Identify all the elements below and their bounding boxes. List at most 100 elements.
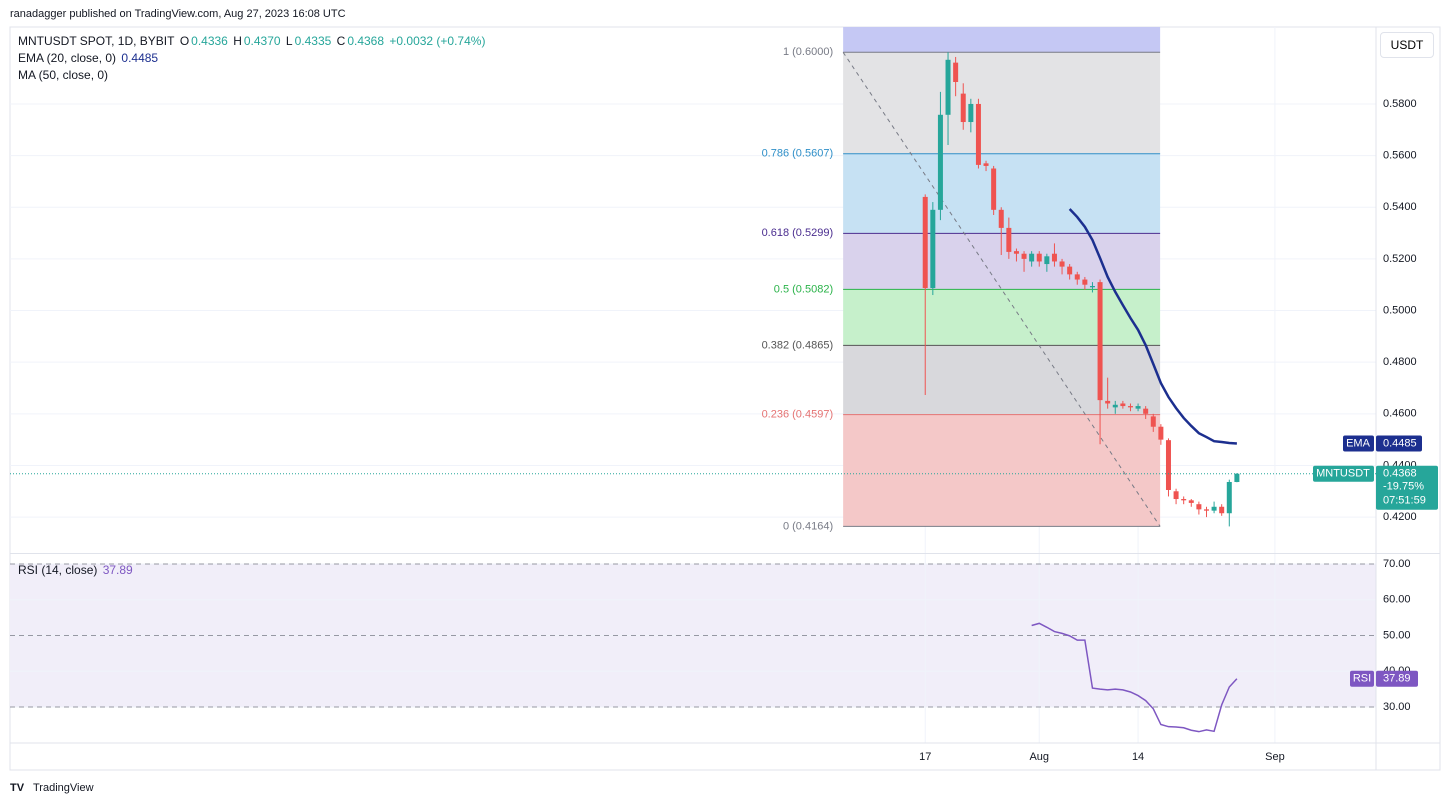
plot: 0.42000.44000.46000.48000.50000.52000.54… [10, 27, 1440, 770]
candle-body [1226, 481, 1232, 514]
candle-body [1082, 279, 1088, 285]
ohlc-value: 0.4370 [243, 34, 281, 48]
y-tick-label: 0.4600 [1383, 408, 1417, 420]
byline: ranadagger published on TradingView.com,… [10, 8, 346, 20]
ema-name: EMA (20, close, 0) [18, 51, 117, 65]
candle-body [1105, 400, 1111, 404]
rsi-tag [1350, 670, 1374, 687]
ohlc-value: 0.4335 [294, 34, 332, 48]
fib-trend [842, 52, 1161, 527]
fib-label: 0.5 (0.5082) [774, 283, 833, 295]
ohlc-value: 0.4336 [191, 34, 228, 48]
series-line [1068, 208, 1237, 445]
y-tick-label: 0.5200 [1383, 253, 1417, 265]
ema-value-tag [1376, 435, 1422, 452]
ohlc-label: L [285, 34, 293, 48]
price-change: -19.75% [1383, 481, 1424, 493]
candle-body [1219, 506, 1225, 514]
candle-body [1150, 416, 1156, 427]
logo-mark: TV [10, 782, 25, 794]
fib-label: 0.382 (0.4865) [762, 339, 834, 351]
fib-label: 0.618 (0.5299) [762, 227, 834, 239]
y-tick-label: 50.00 [1383, 629, 1411, 641]
fib-zone [843, 289, 1161, 346]
candle-body [945, 59, 951, 115]
ema-tag [1343, 435, 1374, 452]
ma-legend: MA (50, close, 0) [18, 68, 110, 82]
price-tag [1376, 465, 1438, 510]
y-tick-label: 0.5600 [1383, 150, 1417, 162]
ema-tag-label: EMA [1346, 437, 1371, 449]
ohlc-label: H [233, 34, 242, 48]
candle-body [975, 103, 981, 165]
ohlc-label: C [336, 34, 346, 48]
candle-body [1143, 408, 1149, 414]
candle-body [1112, 404, 1118, 408]
candle-body [1211, 506, 1217, 511]
candle-body [1181, 499, 1187, 501]
candle-body [983, 163, 989, 166]
candle-body [1029, 253, 1035, 262]
y-tick-label: 0.5800 [1383, 98, 1417, 110]
x-tick-label: 17 [919, 751, 931, 763]
candle-body [1097, 282, 1103, 401]
main-legend: MNTUSDT SPOT, 1D, BYBIT O 0.4336 H 0.4370 … [18, 34, 487, 48]
candle-body [1165, 440, 1171, 490]
candle-body [1127, 406, 1133, 408]
candle-body [1044, 256, 1050, 265]
y-tick-label: 0.4200 [1383, 511, 1417, 523]
candle-body [1234, 473, 1240, 482]
ema-value: 0.4485 [1383, 437, 1417, 449]
rsi-tag-label: RSI [1353, 673, 1371, 685]
candle-body [968, 103, 974, 123]
symbol-tag-label: MNTUSDT [1316, 468, 1370, 480]
series-line [1031, 622, 1238, 733]
candle-body [922, 196, 928, 289]
candle-body [930, 209, 936, 289]
rsi-value: 37.89 [102, 563, 133, 577]
y-tick-label: 60.00 [1383, 594, 1411, 606]
y-tick-label: 30.00 [1383, 701, 1411, 713]
fib-zone [843, 345, 1161, 415]
candle-body [1173, 491, 1179, 500]
candle-body [1006, 227, 1012, 252]
candle-body [1013, 251, 1019, 254]
change: +0.0032 (+0.74%) [389, 34, 486, 48]
rsi-value-tag [1376, 670, 1418, 687]
candle-body [1067, 266, 1073, 275]
candle-body [1188, 500, 1194, 503]
candle-body [1021, 253, 1027, 259]
rsi-title: RSI (14, close) [18, 563, 98, 577]
fib-zone [843, 52, 1161, 154]
y-tick-label: 0.5000 [1383, 304, 1417, 316]
x-tick-label: 14 [1132, 751, 1144, 763]
candle-body [1089, 285, 1095, 288]
y-tick-label: 0.4800 [1383, 356, 1417, 368]
candle-body [1196, 504, 1202, 510]
candle-body [1135, 406, 1141, 409]
y-tick-label: 70.00 [1383, 558, 1411, 570]
price-value: 0.4368 [1383, 468, 1417, 480]
fib-label: 0.786 (0.5607) [762, 148, 834, 160]
candle-body [1059, 261, 1065, 267]
fib-label: 1 (0.6000) [783, 46, 833, 58]
x-tick-label: Sep [1265, 751, 1285, 763]
ma-name: MA (50, close, 0) [18, 68, 109, 82]
fib-extension [843, 27, 1161, 53]
symbol-title: MNTUSDT SPOT, 1D, BYBIT [18, 34, 175, 48]
ohlc-value: 0.4368 [347, 34, 385, 48]
rsi-legend: RSI (14, close) 37.89 [18, 563, 135, 577]
candle-body [1036, 253, 1042, 262]
rsi-value: 37.89 [1383, 673, 1411, 685]
candle-body [991, 168, 997, 210]
ohlc-label: O [179, 34, 190, 48]
currency-button[interactable]: USDT [1380, 32, 1434, 58]
candle-body [960, 93, 966, 123]
ema-value: 0.4485 [121, 51, 159, 65]
logo: TradingView [33, 782, 94, 794]
candle-body [1120, 403, 1126, 407]
candle-body [1074, 274, 1080, 280]
frame [9, 26, 1441, 771]
